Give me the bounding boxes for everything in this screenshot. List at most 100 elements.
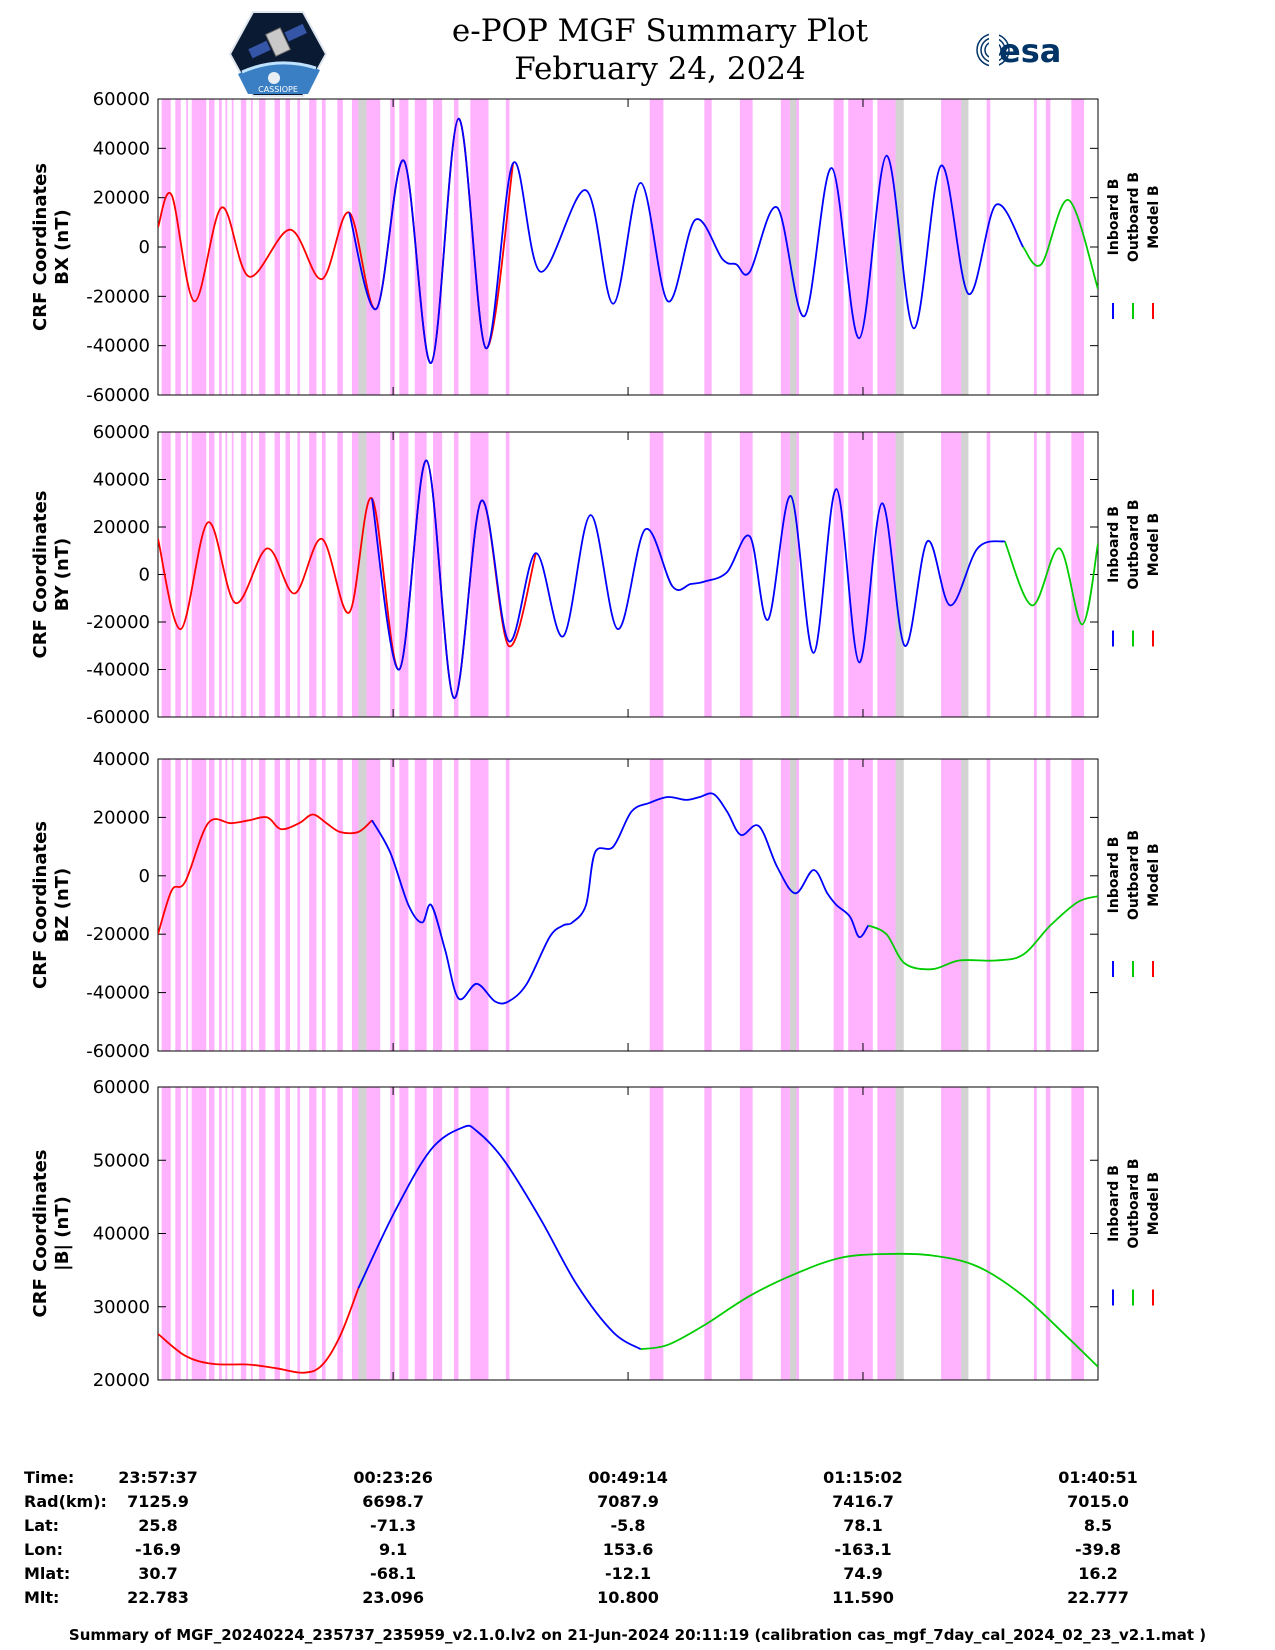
- shade-band-pink: [259, 1087, 266, 1380]
- y-tick-label: 60000: [93, 422, 150, 443]
- shade-band-pink: [453, 99, 459, 395]
- shade-band-pink: [414, 759, 427, 1051]
- shade-band-pink: [274, 432, 281, 717]
- shade-band-pink: [505, 759, 510, 1051]
- y-tick-label: -60000: [86, 385, 150, 406]
- info-value-rad: 6698.7: [362, 1492, 424, 1511]
- y-tick-label: 40000: [93, 138, 150, 159]
- y-tick-label: 50000: [93, 1150, 150, 1171]
- shade-band-pink: [470, 99, 489, 395]
- series-line-outboard-b: [867, 895, 1098, 971]
- y-tick-label: 0: [139, 237, 150, 258]
- shade-band-grey: [789, 1087, 797, 1380]
- shade-band-pink: [191, 1087, 207, 1380]
- shade-band-pink: [649, 432, 664, 717]
- shade-band-pink: [1071, 432, 1085, 717]
- panel-1: 60000 40000 20000 0 -20000 -40000 -60000 CRF Co…: [30, 89, 1162, 406]
- shade-band-grey: [895, 432, 904, 717]
- shade-band-pink: [208, 759, 215, 1051]
- y-tick-label: 30000: [93, 1297, 150, 1318]
- info-value-lat: -5.8: [610, 1516, 646, 1535]
- shade-band-pink: [1045, 1087, 1051, 1380]
- y-axis-label-line2: |B| (nT): [52, 1196, 73, 1271]
- shade-band-pink: [739, 432, 753, 717]
- shade-band-grey: [789, 759, 797, 1051]
- shade-band-pink: [240, 759, 247, 1051]
- shade-band-pink: [219, 759, 222, 1051]
- shade-band-pink: [1071, 1087, 1085, 1380]
- info-value-lat: 8.5: [1083, 1516, 1113, 1535]
- shade-band-pink: [704, 1087, 712, 1380]
- shade-band-pink: [363, 99, 381, 395]
- series-line-outboard-b: [640, 1252, 1098, 1368]
- shade-band-pink: [219, 432, 222, 717]
- legend-label-inboard: Inboard B: [1106, 506, 1122, 583]
- shade-band-pink: [432, 432, 443, 717]
- shade-band-pink: [250, 1087, 253, 1380]
- y-tick-label: -20000: [86, 924, 150, 945]
- info-value-mlat: 74.9: [843, 1564, 883, 1583]
- shade-band-pink: [941, 432, 963, 717]
- shade-band-pink: [453, 1087, 459, 1380]
- cassiope-logo: CASSIOPE: [228, 11, 328, 97]
- shade-band-pink: [285, 759, 291, 1051]
- shade-band-pink: [225, 432, 228, 717]
- info-label-mlt: Mlt:: [24, 1588, 60, 1607]
- info-value-lon: 153.6: [602, 1540, 654, 1559]
- y-axis-label-line1: CRF Coordinates: [30, 1150, 51, 1318]
- shade-band-pink: [704, 759, 712, 1051]
- legend-label-model: Model B: [1146, 185, 1162, 248]
- shade-band-pink: [231, 759, 234, 1051]
- orbit-info-table: Time: Rad(km): Lat: Lon: Mlat: Mlt: 23:5…: [0, 1468, 1275, 1638]
- cassiope-logo-text: CASSIOPE: [258, 85, 298, 94]
- shade-band-pink: [1071, 759, 1085, 1051]
- shade-band-pink: [321, 99, 326, 395]
- shade-band-pink: [848, 432, 873, 717]
- shade-band-pink: [1033, 1087, 1037, 1380]
- footer-summary: Summary of MGF_20240224_235737_235959_v2…: [68, 1626, 1207, 1644]
- info-value-rad: 7416.7: [832, 1492, 894, 1511]
- y-tick-label: 20000: [93, 1370, 150, 1391]
- shade-band-pink: [219, 99, 222, 395]
- shade-band-pink: [833, 99, 844, 395]
- shade-band-pink: [297, 759, 301, 1051]
- shade-band-pink: [833, 759, 844, 1051]
- shade-band-grey: [961, 432, 969, 717]
- info-value-lon: 9.1: [378, 1540, 408, 1559]
- shade-band-pink: [1071, 99, 1085, 395]
- info-value-mlt: 10.800: [597, 1588, 659, 1607]
- shade-band-pink: [941, 99, 963, 395]
- shade-band-pink: [986, 1087, 991, 1380]
- shade-band-pink: [297, 432, 301, 717]
- shade-band-pink: [363, 1087, 381, 1380]
- shade-band-pink: [274, 759, 281, 1051]
- shade-band-grey: [961, 1087, 969, 1380]
- shade-band-pink: [225, 1087, 228, 1380]
- info-value-lat: -71.3: [370, 1516, 417, 1535]
- y-tick-label: -20000: [86, 612, 150, 633]
- info-value-rad: 7015.0: [1067, 1492, 1129, 1511]
- shade-band-pink: [505, 99, 510, 395]
- shade-band-pink: [337, 432, 343, 717]
- y-axis-label: CRF CoordinatesBY (nT): [30, 491, 73, 659]
- shade-band-pink: [453, 759, 459, 1051]
- y-tick-label: 40000: [93, 470, 150, 491]
- shade-band-pink: [225, 99, 228, 395]
- info-value-mlat: -68.1: [370, 1564, 417, 1583]
- shade-band-pink: [208, 1087, 215, 1380]
- shade-band-pink: [259, 432, 266, 717]
- plot-title: e-POP MGF Summary Plot: [451, 13, 869, 49]
- shade-band-pink: [399, 432, 409, 717]
- shade-band-grey: [961, 759, 969, 1051]
- y-axis-label: CRF CoordinatesBX (nT): [30, 163, 73, 331]
- shade-band-pink: [414, 432, 427, 717]
- legend-label-inboard: Inboard B: [1106, 179, 1122, 256]
- info-value-mlat: -12.1: [604, 1564, 652, 1583]
- shade-band-pink: [240, 432, 247, 717]
- shade-band-pink: [470, 432, 489, 717]
- y-tick-label: -20000: [86, 286, 150, 307]
- shade-band-pink: [986, 759, 991, 1051]
- legend-label-outboard: Outboard B: [1126, 1158, 1142, 1248]
- legend-label-outboard: Outboard B: [1126, 499, 1142, 589]
- shade-band-pink: [309, 99, 317, 395]
